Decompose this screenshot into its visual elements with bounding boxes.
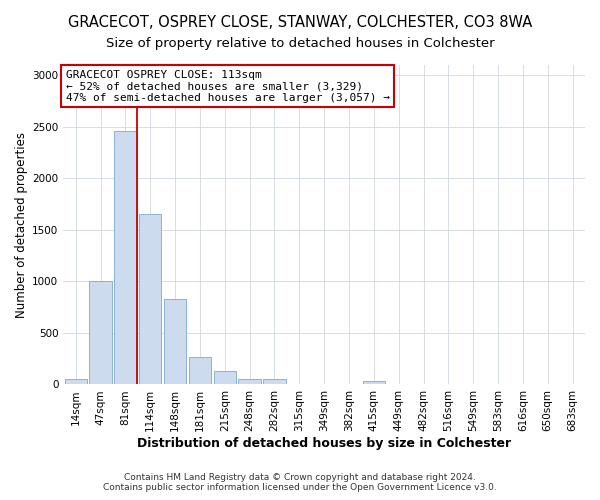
Bar [65, 379, 87, 384]
Bar [238, 379, 261, 384]
Text: GRACECOT, OSPREY CLOSE, STANWAY, COLCHESTER, CO3 8WA: GRACECOT, OSPREY CLOSE, STANWAY, COLCHES… [68, 15, 532, 30]
X-axis label: Distribution of detached houses by size in Colchester: Distribution of detached houses by size … [137, 437, 511, 450]
Bar [164, 299, 186, 384]
Y-axis label: Number of detached properties: Number of detached properties [15, 132, 28, 318]
Text: Size of property relative to detached houses in Colchester: Size of property relative to detached ho… [106, 38, 494, 51]
Bar [263, 380, 286, 384]
Bar [114, 131, 137, 384]
Bar [189, 356, 211, 384]
Bar [89, 282, 112, 385]
Bar [139, 214, 161, 384]
Text: GRACECOT OSPREY CLOSE: 113sqm
← 52% of detached houses are smaller (3,329)
47% o: GRACECOT OSPREY CLOSE: 113sqm ← 52% of d… [66, 70, 390, 103]
Text: Contains HM Land Registry data © Crown copyright and database right 2024.
Contai: Contains HM Land Registry data © Crown c… [103, 473, 497, 492]
Bar [362, 381, 385, 384]
Bar [214, 371, 236, 384]
